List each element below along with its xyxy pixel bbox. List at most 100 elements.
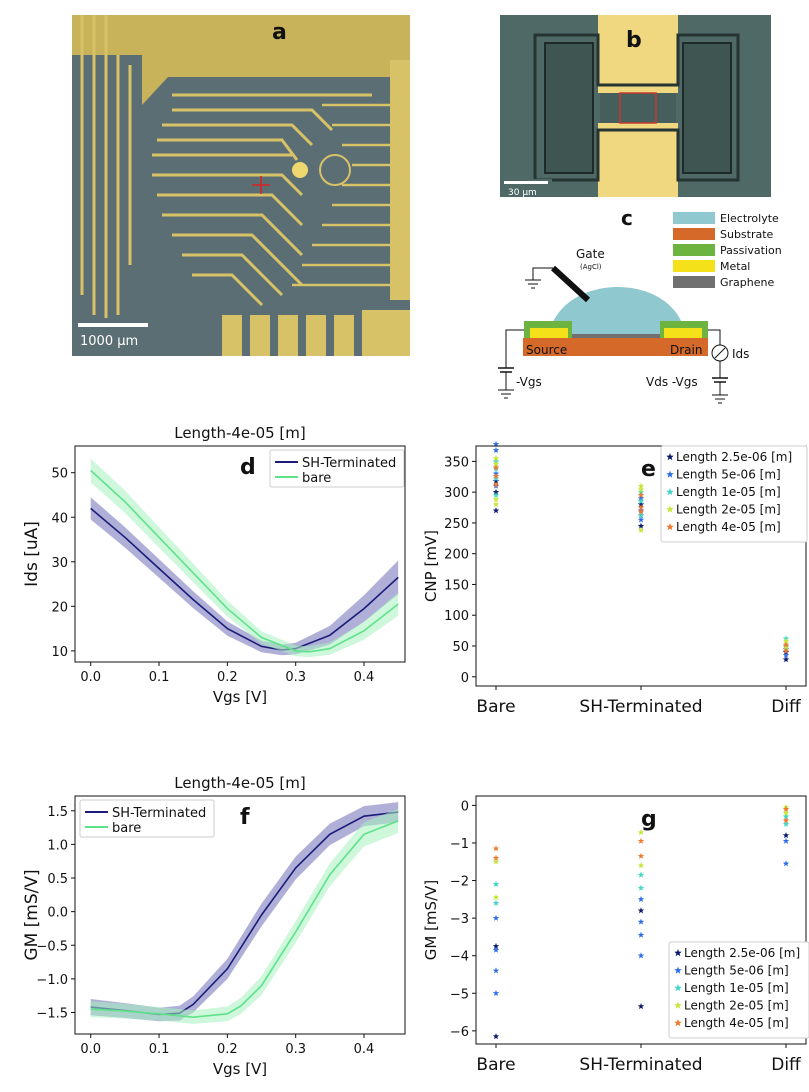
vgs-label: -Vgs bbox=[516, 375, 542, 389]
device-schematic: c Electrolyte Substrate Passivation Metal Gr… bbox=[498, 206, 782, 404]
data-point bbox=[637, 497, 645, 505]
chart-e-svg: e Bare SH-Terminated Diff 0 50 100 150 200 250 300… bbox=[422, 440, 808, 717]
y-tick-label: 0.5 bbox=[47, 872, 68, 887]
legend-swatch-substrate bbox=[673, 228, 715, 240]
data-point bbox=[492, 967, 500, 974]
series-line-1 bbox=[90, 820, 399, 1019]
chart-e: e Bare SH-Terminated Diff 0 50 100 150 200 250 300… bbox=[420, 420, 809, 720]
data-point bbox=[637, 522, 645, 529]
data-point bbox=[492, 491, 500, 498]
data-point bbox=[637, 516, 645, 523]
data-point bbox=[492, 989, 500, 997]
y-tick-label: −5 bbox=[450, 987, 469, 1002]
x-tick-label: 0.3 bbox=[285, 670, 306, 685]
chart-f-svg: Length-4e-05 [m] f 0.0 0.1 0.2 0.3 0.4 −1.5 −1.0… bbox=[22, 774, 406, 1078]
series-band-1 bbox=[90, 458, 399, 658]
legend-box bbox=[660, 445, 808, 543]
legend-label: bare bbox=[302, 471, 331, 486]
data-point bbox=[492, 894, 500, 901]
legend-marker-2 bbox=[666, 488, 674, 496]
legend-marker-0 bbox=[674, 949, 682, 957]
chart-g: g Bare SH-Terminated Diff 0 −1 −2 −3 −4 −5 −6 GM [m… bbox=[420, 772, 809, 1088]
data-point bbox=[637, 1003, 645, 1010]
data-point bbox=[782, 832, 790, 839]
y-tick-label: 350 bbox=[444, 455, 469, 470]
y-tick-label: −1 bbox=[450, 837, 469, 852]
data-point bbox=[637, 862, 645, 869]
vds-label: Vds -Vgs bbox=[646, 375, 698, 389]
y-tick-label: 0.0 bbox=[47, 906, 68, 921]
y-tick-label: −6 bbox=[450, 1025, 469, 1040]
legend-marker-0 bbox=[666, 453, 674, 461]
series-line-1 bbox=[90, 469, 399, 653]
data-point bbox=[492, 899, 500, 906]
data-point bbox=[782, 809, 790, 816]
y-axis-label: GM [mS/V] bbox=[22, 869, 42, 960]
electrolyte-dome bbox=[548, 287, 686, 338]
legend-label-passivation: Passivation bbox=[720, 244, 782, 257]
legend-swatch-passivation bbox=[673, 244, 715, 256]
chart-d: Length-4e-05 [m] d 0.0 0.1 0.2 0.3 0.4 10 20 30 40… bbox=[0, 420, 420, 720]
data-point bbox=[492, 942, 500, 950]
channel-micrograph: 30 µm b bbox=[500, 15, 771, 198]
y-tick-label: 200 bbox=[444, 548, 469, 563]
legend-label: SH-Terminated bbox=[302, 456, 396, 471]
legend-label: SH-Terminated bbox=[112, 806, 206, 821]
y-tick-label: −4 bbox=[450, 950, 469, 965]
legend-marker-2 bbox=[674, 984, 682, 992]
panel-letter: f bbox=[240, 805, 250, 830]
data-point bbox=[637, 491, 645, 498]
y-tick-label: 0 bbox=[461, 671, 469, 686]
data-point bbox=[492, 507, 500, 514]
legend-label: Length 2e-05 [m] bbox=[684, 999, 789, 1013]
substrate-layer bbox=[523, 338, 708, 356]
data-point bbox=[637, 918, 645, 925]
data-point bbox=[782, 820, 790, 827]
legend-marker-4 bbox=[674, 1019, 682, 1027]
y-tick-label: 100 bbox=[444, 609, 469, 624]
legend-label: Length 1e-05 [m] bbox=[684, 981, 789, 995]
x-category-label: Bare bbox=[476, 697, 515, 717]
data-point bbox=[492, 946, 500, 953]
x-axis-label: Vgs [V] bbox=[213, 1060, 267, 1078]
y-tick-label: −0.5 bbox=[36, 939, 68, 954]
legend-label: Length 4e-05 [m] bbox=[684, 1016, 789, 1030]
data-point bbox=[782, 643, 790, 650]
chip-micrograph: 1000 µm a bbox=[72, 15, 410, 356]
series-band-1 bbox=[90, 808, 399, 1024]
x-tick-label: 0.2 bbox=[217, 1042, 238, 1057]
chart-title: Length-4e-05 [m] bbox=[174, 424, 306, 442]
panel-letter: g bbox=[641, 807, 657, 832]
chart-title: Length-4e-05 [m] bbox=[174, 774, 306, 792]
data-point bbox=[782, 805, 790, 812]
data-point bbox=[782, 817, 790, 824]
panel-letter: e bbox=[641, 457, 656, 482]
data-point bbox=[637, 871, 645, 878]
data-point bbox=[782, 651, 790, 658]
x-tick-label: 0.1 bbox=[149, 1042, 170, 1057]
y-axis-label: GM [mS/V] bbox=[422, 880, 440, 961]
data-point bbox=[637, 504, 645, 511]
data-point bbox=[637, 895, 645, 903]
data-point bbox=[637, 501, 645, 508]
data-point bbox=[492, 460, 500, 467]
legend-marker-3 bbox=[674, 1001, 682, 1009]
y-tick-label: −3 bbox=[450, 912, 469, 927]
data-point bbox=[637, 512, 645, 519]
data-point bbox=[782, 647, 790, 654]
x-tick-label: 0.3 bbox=[285, 1042, 306, 1057]
data-point bbox=[492, 854, 500, 861]
panel-letter: d bbox=[240, 455, 256, 480]
data-point bbox=[637, 508, 645, 515]
x-category-label: SH-Terminated bbox=[579, 1055, 702, 1075]
data-point bbox=[492, 440, 500, 447]
data-point bbox=[492, 481, 500, 488]
data-point bbox=[492, 914, 500, 921]
data-point bbox=[637, 884, 645, 891]
chart-g-svg: g Bare SH-Terminated Diff 0 −1 −2 −3 −4 −5 −6 GM [m… bbox=[422, 795, 809, 1075]
legend-label: Length 5e-06 [m] bbox=[684, 964, 789, 978]
plot-frame bbox=[74, 445, 406, 663]
legend-swatch-metal bbox=[673, 260, 715, 272]
data-point bbox=[637, 482, 645, 489]
y-tick-label: 10 bbox=[51, 645, 68, 660]
